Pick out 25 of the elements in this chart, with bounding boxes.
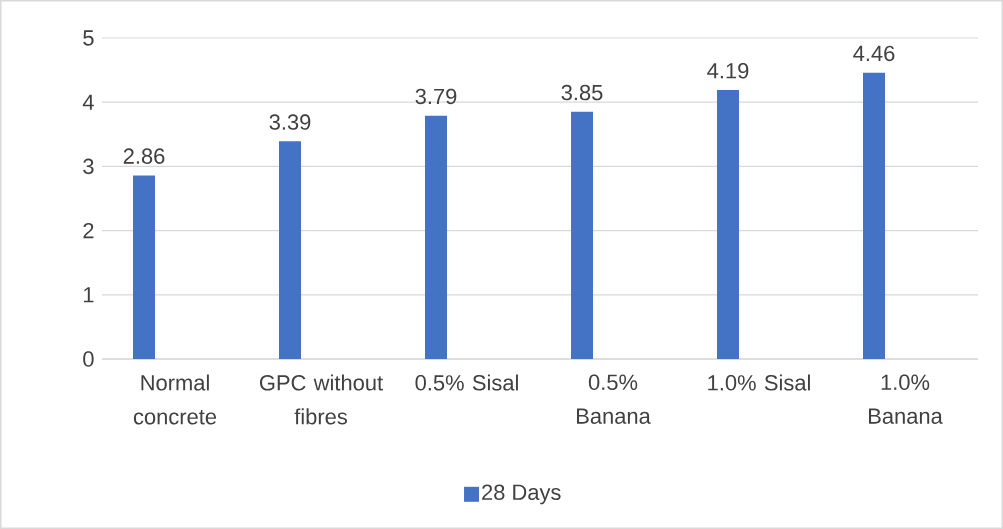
y-tick-label: 5 (83, 30, 94, 46)
data-label: 2.86 (123, 148, 165, 164)
x-tick-label: 1.0% Banana (869, 374, 943, 424)
data-label: 4.46 (853, 45, 895, 62)
x-tick-label: 0.5% Banana (577, 374, 651, 424)
x-tick-label: Normal concrete (133, 374, 217, 425)
y-tick-label: 0 (83, 351, 94, 367)
y-tick-label: 2 (83, 222, 94, 239)
x-tick-label: 0.5% Sisal (415, 374, 518, 391)
data-label: 3.79 (415, 88, 457, 105)
y-tick-label: 3 (83, 158, 94, 175)
bar (571, 111, 594, 359)
x-tick-label: 1.0% Sisal (708, 374, 810, 391)
bar (279, 141, 302, 359)
bar (717, 90, 740, 359)
data-label: 3.85 (561, 84, 603, 101)
data-label: 3.39 (269, 114, 311, 130)
bar (863, 72, 886, 359)
bar (425, 115, 448, 359)
x-tick-label: GPC without fibres (260, 374, 383, 425)
data-label: 4.19 (707, 62, 749, 79)
bar (133, 175, 156, 359)
legend-label: 28 Days (482, 484, 561, 505)
y-tick-label: 1 (83, 287, 94, 303)
y-tick-label: 4 (82, 94, 94, 110)
